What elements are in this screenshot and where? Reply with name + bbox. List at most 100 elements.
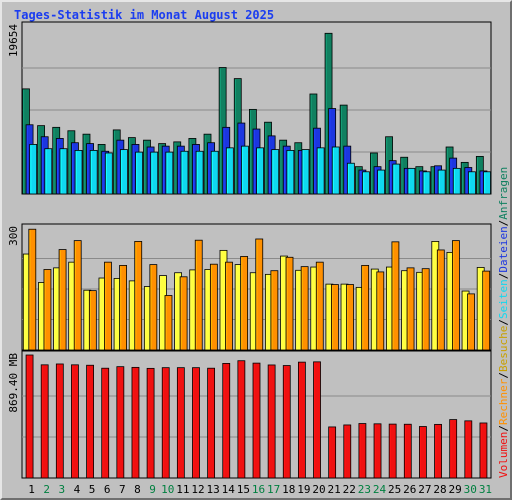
legend-separator: / (497, 425, 510, 432)
x-tick-label-day-28: 28 (433, 483, 446, 496)
bar-seiten-day-22 (346, 162, 355, 195)
bar-seiten-day-4 (74, 150, 83, 195)
bar-rechner-day-5 (88, 290, 97, 351)
bar-volumen-day-8 (131, 366, 140, 479)
bar-rechner-day-29 (452, 240, 460, 351)
bar-seiten-day-13 (210, 150, 219, 195)
bar-volumen-day-21 (328, 426, 337, 479)
legend-separator: / (497, 319, 510, 326)
bar-rechner-day-9 (149, 264, 158, 351)
bar-volumen-day-12 (192, 367, 200, 479)
bar-seiten-day-30 (468, 171, 476, 195)
bar-rechner-day-10 (164, 295, 173, 351)
x-tick-label-day-30: 30 (464, 483, 477, 496)
legend: Volumen/Rechner/Besuche/Seiten/Dateien/A… (497, 167, 510, 478)
bar-volumen-day-26 (403, 423, 412, 479)
bar-seiten-day-20 (316, 147, 325, 195)
bar-volumen-day-2 (40, 364, 49, 479)
x-tick-label-day-21: 21 (328, 483, 341, 496)
bar-rechner-day-25 (391, 241, 400, 351)
legend-entry-anfragen: Anfragen (497, 167, 510, 220)
bar-volumen-day-9 (146, 367, 155, 479)
bar-seiten-day-15 (241, 145, 249, 195)
x-tick-label-day-20: 20 (312, 483, 325, 496)
bar-rechner-day-11 (179, 276, 188, 351)
x-tick-label-day-9: 9 (149, 483, 156, 496)
x-tick-label-day-29: 29 (449, 483, 462, 496)
bar-seiten-day-3 (59, 148, 68, 195)
x-tick-label-day-18: 18 (282, 483, 295, 496)
bar-volumen-day-24 (373, 423, 382, 479)
x-tick-label-day-25: 25 (388, 483, 401, 496)
bar-volumen-day-20 (313, 361, 321, 479)
bar-volumen-day-15 (237, 360, 246, 479)
x-tick-label-day-16: 16 (252, 483, 265, 496)
bar-volumen-day-19 (297, 361, 306, 479)
bar-seiten-day-29 (452, 167, 461, 195)
x-tick-label-day-19: 19 (297, 483, 310, 496)
bar-seiten-day-18 (286, 150, 295, 195)
bar-seiten-day-2 (44, 148, 53, 195)
bar-rechner-day-30 (467, 293, 475, 351)
x-tick-label-day-31: 31 (479, 483, 492, 496)
bar-seiten-day-31 (483, 171, 491, 195)
bar-seiten-day-26 (407, 167, 416, 195)
x-axis-day-labels: 1 2 3 4 5 6 7 8 9 10 11 12 13 14 15 16 17 18 19 20 21 22 23 24 2… (28, 483, 492, 496)
legend-entry-volumen: Volumen (497, 432, 510, 478)
panel-requests-files-pages (21, 21, 492, 195)
legend-entry-besuche: Besuche (497, 326, 510, 372)
panel-volume (21, 350, 492, 479)
legend-separator: / (497, 372, 510, 379)
bar-rechner-day-27 (421, 268, 430, 351)
x-tick-label-day-24: 24 (373, 483, 387, 496)
y-axis-max-labels: 19654 300 869.40 MB (7, 24, 20, 413)
bar-volumen-day-4 (71, 364, 79, 479)
y-max-label-visits: 300 (7, 226, 20, 246)
bar-volumen-day-22 (343, 424, 352, 479)
bar-volumen-day-30 (464, 420, 473, 479)
bar-seiten-day-10 (165, 151, 174, 195)
bar-volumen-day-7 (116, 366, 125, 479)
bar-rechner-day-17 (270, 270, 279, 351)
bar-seiten-day-14 (225, 147, 234, 195)
x-tick-label-day-22: 22 (343, 483, 356, 496)
bar-seiten-day-8 (135, 151, 143, 195)
bar-rechner-day-28 (436, 249, 445, 351)
bar-rechner-day-13 (209, 263, 218, 351)
x-tick-label-day-26: 26 (403, 483, 416, 496)
bar-seiten-day-16 (256, 147, 265, 195)
bar-rechner-day-19 (300, 266, 309, 351)
legend-entry-rechner: Rechner (497, 378, 510, 425)
bar-seiten-day-7 (120, 149, 128, 195)
bar-volumen-day-27 (419, 426, 427, 479)
bar-seiten-day-12 (195, 150, 204, 195)
bar-rechner-day-3 (58, 249, 67, 351)
bar-seiten-day-27 (422, 171, 431, 195)
page-title: Tages-Statistik im Monat August 2025 (14, 8, 275, 22)
bar-volumen-day-14 (222, 362, 231, 479)
x-tick-label-day-27: 27 (418, 483, 431, 496)
x-tick-label-day-23: 23 (358, 483, 371, 496)
bar-rechner-day-15 (240, 256, 249, 351)
bar-seiten-day-24 (377, 169, 386, 195)
bar-rechner-day-20 (315, 261, 324, 351)
x-tick-label-day-15: 15 (237, 483, 250, 496)
bar-seiten-day-5 (89, 150, 98, 195)
bar-volumen-day-29 (449, 419, 458, 479)
legend-entry-dateien: Dateien (497, 226, 510, 272)
bar-seiten-day-28 (437, 169, 446, 195)
bar-seiten-day-19 (301, 149, 310, 195)
x-tick-label-day-1: 1 (28, 483, 35, 496)
bar-volumen-day-23 (358, 423, 367, 479)
legend-separator: / (497, 220, 510, 227)
bar-volumen-day-13 (207, 367, 216, 479)
bar-rechner-day-22 (346, 284, 354, 351)
x-tick-label-day-11: 11 (176, 483, 189, 496)
bar-volumen-day-18 (282, 365, 291, 479)
x-tick-label-day-14: 14 (222, 483, 236, 496)
panel-visits-hosts (21, 223, 492, 351)
x-tick-label-day-13: 13 (206, 483, 219, 496)
y-max-label-requests: 19654 (7, 24, 20, 57)
